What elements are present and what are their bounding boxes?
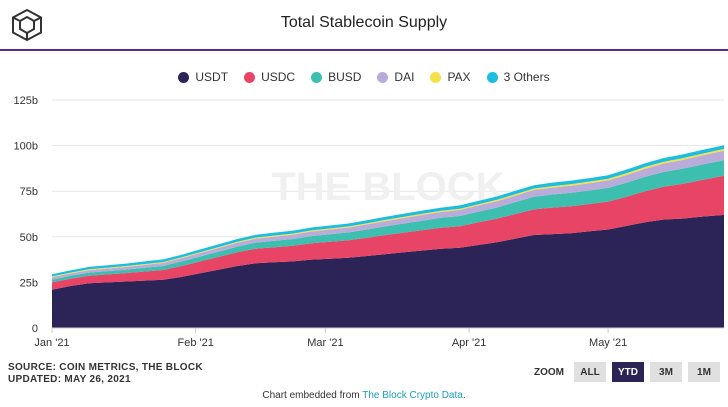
legend-swatch bbox=[178, 71, 190, 83]
x-axis: Jan '21 Feb '21 Mar '21 Apr '21 May '21 bbox=[34, 327, 724, 349]
zoom-label: ZOOM bbox=[534, 366, 564, 378]
zoom-all-button[interactable]: ALL bbox=[574, 362, 606, 382]
chart-header: Total Stablecoin Supply bbox=[0, 0, 728, 50]
watermark: THE BLOCK bbox=[271, 165, 504, 209]
zoom-controls: ZOOM ALL YTD 3M 1M bbox=[534, 362, 720, 382]
source-info: SOURCE: COIN METRICS, THE BLOCK UPDATED:… bbox=[8, 362, 203, 386]
area-usdc[interactable] bbox=[52, 175, 724, 290]
legend-swatch bbox=[244, 71, 256, 83]
series-areas bbox=[52, 145, 724, 328]
zoom-1m-button[interactable]: 1M bbox=[688, 362, 720, 382]
y-axis: 0 25b 50b 75b 100b 125b bbox=[14, 95, 38, 335]
legend-label: 3 Others bbox=[503, 70, 550, 84]
zoom-3m-button[interactable]: 3M bbox=[650, 362, 682, 382]
legend-swatch bbox=[486, 71, 498, 83]
legend-label: BUSD bbox=[328, 70, 362, 84]
y-tick-label: 125b bbox=[14, 95, 38, 107]
y-tick-label: 75b bbox=[20, 186, 38, 198]
legend-label: USDT bbox=[195, 70, 229, 84]
legend-item-usdc[interactable]: USDC bbox=[244, 70, 295, 84]
legend-label: PAX bbox=[447, 70, 471, 84]
y-tick-label: 50b bbox=[20, 232, 38, 244]
y-tick-label: 25b bbox=[20, 277, 38, 289]
x-tick-label: Feb '21 bbox=[177, 337, 213, 349]
y-tick-label: 0 bbox=[32, 323, 38, 335]
x-tick-label: May '21 bbox=[589, 337, 627, 349]
x-tick-label: Mar '21 bbox=[307, 337, 343, 349]
updated-line: UPDATED: MAY 26, 2021 bbox=[8, 374, 131, 385]
x-tick-label: Apr '21 bbox=[452, 337, 487, 349]
legend-item-dai[interactable]: DAI bbox=[377, 70, 414, 84]
embed-suffix: . bbox=[462, 390, 466, 401]
area-usdt[interactable] bbox=[52, 214, 724, 328]
source-line: SOURCE: COIN METRICS, THE BLOCK bbox=[8, 362, 203, 373]
legend-swatch bbox=[430, 71, 442, 83]
legend-swatch bbox=[311, 71, 323, 83]
legend-label: DAI bbox=[394, 70, 415, 84]
embed-credit: Chart embedded from The Block Crypto Dat… bbox=[0, 390, 728, 401]
stacked-area-chart: THE BLOCK 0 25b 50b 75b 100b 125b Jan '21 Feb … bbox=[14, 95, 724, 349]
zoom-ytd-button[interactable]: YTD bbox=[612, 362, 644, 382]
legend-item-3-others[interactable]: 3 Others bbox=[486, 70, 550, 84]
legend-swatch bbox=[377, 71, 389, 83]
chart-legend: USDT USDC BUSD DAI PAX 3 Others bbox=[0, 70, 728, 84]
the-block-logo-icon bbox=[12, 8, 42, 42]
chart-title: Total Stablecoin Supply bbox=[280, 14, 448, 31]
area-busd[interactable] bbox=[52, 160, 724, 283]
legend-label: USDC bbox=[261, 70, 296, 84]
legend-item-pax[interactable]: PAX bbox=[430, 70, 471, 84]
header-divider bbox=[0, 49, 728, 51]
legend-item-busd[interactable]: BUSD bbox=[311, 70, 361, 84]
legend-item-usdt[interactable]: USDT bbox=[178, 70, 228, 84]
x-tick-label: Jan '21 bbox=[34, 337, 69, 349]
y-tick-label: 100b bbox=[14, 141, 38, 153]
embed-link[interactable]: The Block Crypto Data bbox=[362, 390, 463, 401]
embed-prefix: Chart embedded from bbox=[262, 390, 363, 401]
